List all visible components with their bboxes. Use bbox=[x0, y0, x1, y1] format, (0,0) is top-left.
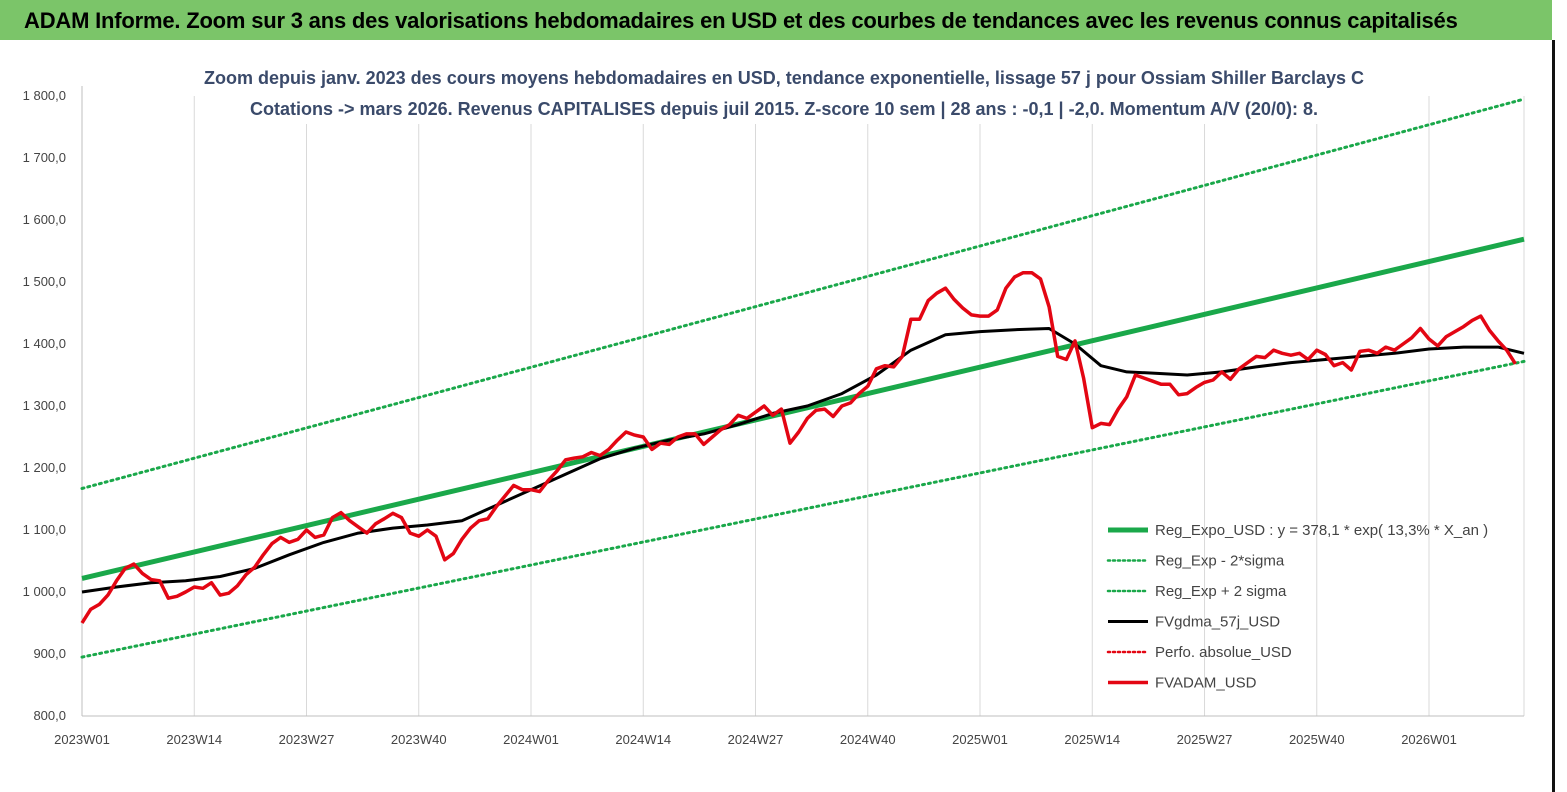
y-tick-label: 1 400,0 bbox=[23, 336, 66, 351]
legend-label: Reg_Exp - 2*sigma bbox=[1155, 553, 1285, 570]
report-title: ADAM Informe. Zoom sur 3 ans des valoris… bbox=[24, 8, 1458, 33]
legend-label: Perfo. absolue_USD bbox=[1155, 644, 1292, 661]
series-line-1 bbox=[80, 359, 1526, 659]
chart-title-background bbox=[222, 60, 1347, 124]
x-axis: 2023W01 2023W14 2023W27 2023W40 2024W01 2024W… bbox=[54, 732, 1457, 747]
x-tick-label: 2025W27 bbox=[1177, 732, 1233, 747]
chart-title: Zoom depuis janv. 2023 des cours moyens … bbox=[204, 68, 1364, 88]
y-tick-label: 1 300,0 bbox=[23, 398, 66, 413]
series-line-5 bbox=[80, 270, 1517, 624]
legend-label: FVgdma_57j_USD bbox=[1155, 614, 1280, 631]
x-tick-label: 2025W40 bbox=[1289, 732, 1345, 747]
y-tick-label: 800,0 bbox=[33, 708, 66, 723]
series-line-2 bbox=[80, 97, 1526, 490]
x-tick-label: 2023W40 bbox=[391, 732, 447, 747]
x-tick-label: 2025W14 bbox=[1064, 732, 1120, 747]
chart-grid bbox=[81, 86, 1525, 717]
y-tick-label: 1 100,0 bbox=[23, 522, 66, 537]
chart-legend: Reg_Expo_USD : y = 378,1 * exp( 13,3% * … bbox=[1106, 522, 1488, 692]
x-tick-label: 2025W01 bbox=[952, 732, 1008, 747]
y-tick-label: 1 000,0 bbox=[23, 584, 66, 599]
x-tick-label: 2026W01 bbox=[1401, 732, 1457, 747]
x-tick-label: 2024W27 bbox=[728, 732, 784, 747]
series-line-0 bbox=[81, 236, 1525, 581]
x-tick-label: 2023W27 bbox=[279, 732, 335, 747]
x-tick-label: 2024W14 bbox=[615, 732, 671, 747]
chart-area: Zoom depuis janv. 2023 des cours moyens … bbox=[0, 40, 1552, 792]
y-tick-label: 1 800,0 bbox=[23, 88, 66, 103]
x-tick-label: 2024W01 bbox=[503, 732, 559, 747]
y-tick-label: 1 200,0 bbox=[23, 460, 66, 475]
y-tick-label: 900,0 bbox=[33, 646, 66, 661]
x-tick-label: 2024W40 bbox=[840, 732, 896, 747]
y-tick-label: 1 700,0 bbox=[23, 150, 66, 165]
legend-label: FVADAM_USD bbox=[1155, 675, 1257, 692]
window-edge-top bbox=[1552, 0, 1567, 40]
plot-area bbox=[80, 97, 1526, 659]
report-banner: ADAM Informe. Zoom sur 3 ans des valoris… bbox=[0, 0, 1552, 41]
y-tick-label: 1 600,0 bbox=[23, 212, 66, 227]
window-edge bbox=[1552, 40, 1555, 792]
x-tick-label: 2023W14 bbox=[166, 732, 222, 747]
x-tick-label: 2023W01 bbox=[54, 732, 110, 747]
y-tick-label: 1 500,0 bbox=[23, 274, 66, 289]
legend-label: Reg_Expo_USD : y = 378,1 * exp( 13,3% * … bbox=[1155, 522, 1488, 539]
chart-subtitle: Cotations -> mars 2026. Revenus CAPITALI… bbox=[250, 99, 1318, 119]
legend-label: Reg_Exp + 2 sigma bbox=[1155, 583, 1287, 600]
y-axis: 800,0 900,0 1 000,0 1 100,0 1 200,0 1 300,0 1 … bbox=[23, 88, 66, 723]
series-line-3 bbox=[81, 327, 1525, 594]
